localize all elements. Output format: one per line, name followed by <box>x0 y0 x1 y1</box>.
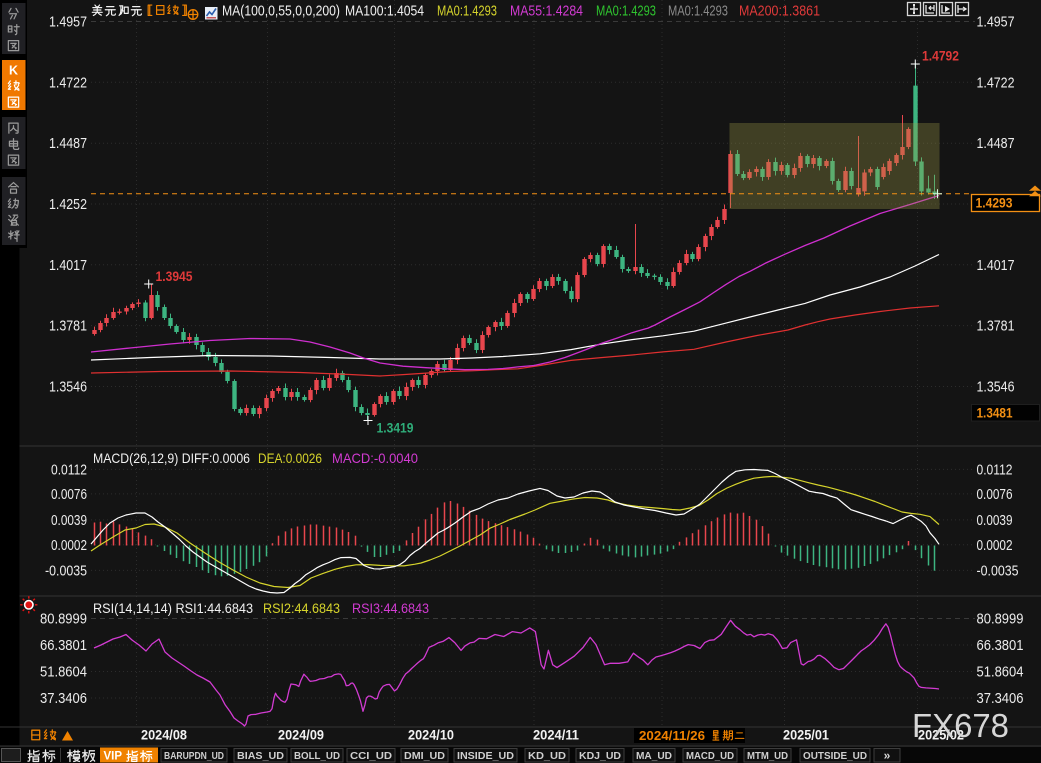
svg-text:MACD_UD: MACD_UD <box>686 751 734 762</box>
svg-text:1.4017: 1.4017 <box>49 258 87 274</box>
svg-text:K: K <box>9 64 18 78</box>
svg-text:-0.0035: -0.0035 <box>45 563 87 579</box>
svg-text:0.0002: 0.0002 <box>51 538 87 554</box>
svg-text:51.8604: 51.8604 <box>977 665 1024 681</box>
svg-text:2024/11: 2024/11 <box>533 728 579 743</box>
svg-text:OUTSIDE_UD: OUTSIDE_UD <box>803 751 867 762</box>
svg-text:37.3406: 37.3406 <box>977 691 1024 707</box>
svg-text:VIP: VIP <box>104 751 123 763</box>
svg-text:MA_UD: MA_UD <box>636 751 672 762</box>
svg-text:1.3481: 1.3481 <box>977 405 1013 420</box>
svg-text:1.3546: 1.3546 <box>977 380 1015 396</box>
svg-text:MA0:1.4293: MA0:1.4293 <box>668 4 728 20</box>
svg-text:MA(100,0,55,0,0,200): MA(100,0,55,0,0,200) <box>222 4 340 20</box>
svg-text:0.0039: 0.0039 <box>51 513 87 529</box>
svg-text:RSI2:44.6843: RSI2:44.6843 <box>263 600 340 616</box>
svg-text:51.8604: 51.8604 <box>40 665 87 681</box>
svg-text:MA0:1.4293: MA0:1.4293 <box>596 4 656 20</box>
svg-text:MA0:1.4293: MA0:1.4293 <box>437 4 497 20</box>
svg-text:MA55:1.4284: MA55:1.4284 <box>510 4 583 20</box>
svg-text:MTM_UD: MTM_UD <box>747 751 788 762</box>
svg-text:1.4487: 1.4487 <box>977 136 1015 152</box>
svg-text:1.4487: 1.4487 <box>49 136 87 152</box>
svg-text:1.3945: 1.3945 <box>156 269 193 284</box>
svg-text:0.0076: 0.0076 <box>977 487 1013 503</box>
svg-text:1.4722: 1.4722 <box>977 75 1015 91</box>
svg-text:2024/10: 2024/10 <box>408 728 454 743</box>
svg-text:BIAS_UD: BIAS_UD <box>237 751 284 762</box>
svg-text:DMI_UD: DMI_UD <box>404 751 445 762</box>
svg-text:-0.0035: -0.0035 <box>977 563 1019 579</box>
svg-text:1.3781: 1.3781 <box>977 319 1015 335</box>
svg-text:1.3781: 1.3781 <box>49 319 87 335</box>
svg-text:1.3419: 1.3419 <box>377 421 414 436</box>
svg-text:2025/02: 2025/02 <box>918 728 964 743</box>
svg-text:1.4957: 1.4957 <box>977 15 1015 31</box>
svg-text:66.3801: 66.3801 <box>40 638 87 654</box>
svg-text:KD_UD: KD_UD <box>528 751 566 762</box>
svg-text:BOLL_UD: BOLL_UD <box>294 751 340 762</box>
svg-text:MACD:-0.0040: MACD:-0.0040 <box>332 450 418 466</box>
svg-text:»: » <box>884 749 891 763</box>
svg-text:RSI(14,14,14) RSI1:44.6843: RSI(14,14,14) RSI1:44.6843 <box>93 600 253 616</box>
svg-text:1.4957: 1.4957 <box>49 15 87 31</box>
svg-text:MACD(26,12,9) DIFF:0.0006: MACD(26,12,9) DIFF:0.0006 <box>93 450 250 466</box>
svg-text:KDJ_UD: KDJ_UD <box>579 751 621 762</box>
svg-text:2024/11/26: 2024/11/26 <box>639 728 705 743</box>
svg-text:MA200:1.3861: MA200:1.3861 <box>739 4 820 20</box>
svg-text:RSI3:44.6843: RSI3:44.6843 <box>352 600 429 616</box>
svg-text:0.0039: 0.0039 <box>977 513 1013 529</box>
svg-text:1.4252: 1.4252 <box>49 197 87 213</box>
svg-text:0.0112: 0.0112 <box>977 462 1013 478</box>
svg-text:1.4017: 1.4017 <box>977 258 1015 274</box>
svg-text:1.4792: 1.4792 <box>922 49 959 64</box>
svg-text:BARUPDN_UD: BARUPDN_UD <box>164 751 224 762</box>
svg-text:DEA:0.0026: DEA:0.0026 <box>258 450 322 466</box>
svg-text:CCI_UD: CCI_UD <box>350 751 392 762</box>
svg-text:2024/08: 2024/08 <box>141 728 187 743</box>
svg-text:80.8999: 80.8999 <box>977 612 1024 628</box>
svg-text:0.0076: 0.0076 <box>51 487 87 503</box>
svg-text:0.0112: 0.0112 <box>51 462 87 478</box>
svg-text:1.4293: 1.4293 <box>976 196 1013 211</box>
svg-text:MA100:1.4054: MA100:1.4054 <box>345 4 424 20</box>
svg-text:80.8999: 80.8999 <box>40 612 87 628</box>
svg-text:1.3546: 1.3546 <box>49 380 87 396</box>
svg-text:66.3801: 66.3801 <box>977 638 1024 654</box>
svg-text:2024/09: 2024/09 <box>278 728 324 743</box>
svg-text:1.4722: 1.4722 <box>49 75 87 91</box>
svg-text:INSIDE_UD: INSIDE_UD <box>457 751 514 762</box>
svg-text:0.0002: 0.0002 <box>977 538 1013 554</box>
svg-text:2025/01: 2025/01 <box>783 728 829 743</box>
svg-text:FX678: FX678 <box>912 707 1009 744</box>
svg-text:37.3406: 37.3406 <box>40 691 87 707</box>
